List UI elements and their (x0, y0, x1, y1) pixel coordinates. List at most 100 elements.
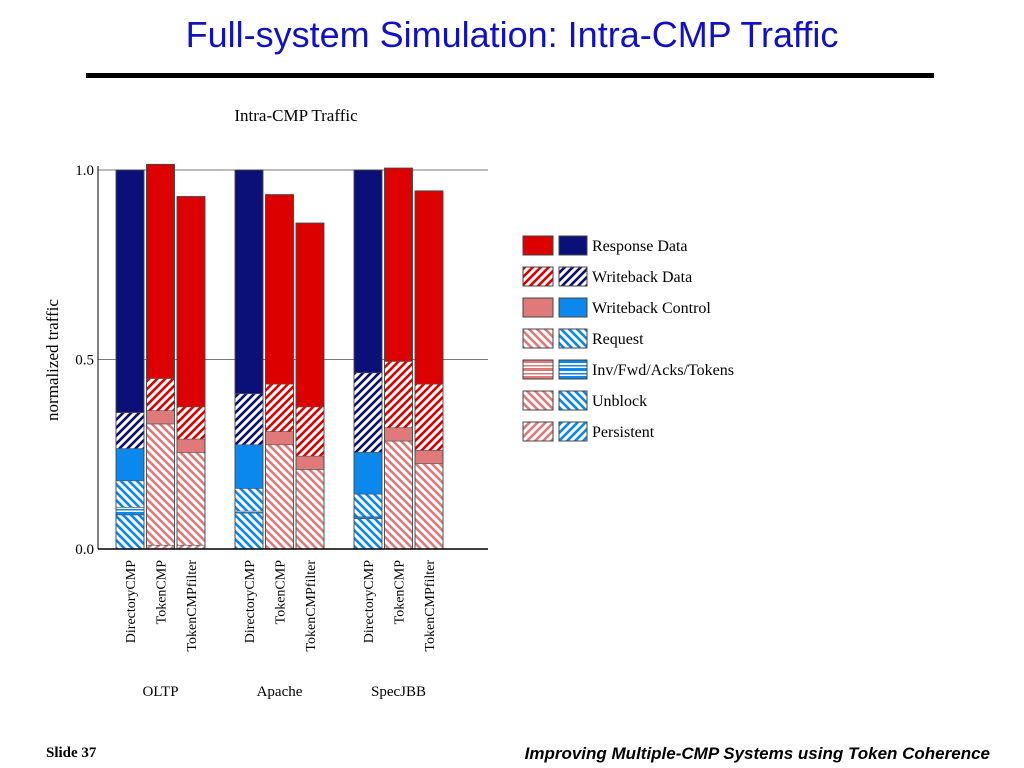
legend-swatch-token (522, 266, 554, 287)
bar-segment-request (234, 512, 264, 550)
legend-swatch-directory (558, 359, 588, 380)
group-label: SpecJBB (371, 684, 426, 700)
bar-segment-request (353, 518, 383, 550)
legend-swatch-token (522, 235, 554, 256)
bar-label: TokenCMP (155, 560, 170, 625)
legend-swatch-directory (558, 421, 588, 442)
bar-segment-writeback-control (265, 431, 294, 446)
legend-item-writeback-control: Writeback Control (522, 297, 711, 318)
bar-segment-response-data (384, 167, 413, 362)
bars (115, 163, 444, 550)
group-label: OLTP (142, 684, 178, 700)
bar-segment-writeback-control (146, 410, 175, 425)
bar-segment-request (414, 463, 444, 550)
bar-segment-request (115, 514, 145, 550)
bar-specjbb-directorycmp (353, 169, 383, 550)
bar-oltp-tokencmpfilter (176, 196, 206, 550)
bar-segment-request (295, 469, 325, 550)
bar-label: TokenCMPfilter (304, 560, 319, 652)
legend: Response Data Writeback Data Writeback Con… (522, 235, 734, 442)
y-tick-label: 0.0 (75, 542, 94, 558)
bar-segment-unblock (234, 488, 264, 512)
bar-segment-request (265, 444, 294, 550)
legend-item-persistent: Persistent (522, 421, 655, 442)
y-tick-label: 1.0 (75, 163, 94, 179)
bar-label: DirectoryCMP (362, 560, 377, 643)
bar-apache-directorycmp (234, 169, 264, 550)
title-rule (86, 73, 934, 78)
slide-title: Full-system Simulation: Intra-CMP Traffi… (185, 14, 839, 55)
legend-item-inv-fwd-acks-tokens: Inv/Fwd/Acks/Tokens (522, 359, 734, 380)
group-label: Apache (257, 684, 303, 700)
legend-swatch-directory (558, 235, 588, 256)
bar-segment-writeback-data (176, 406, 206, 440)
bar-segment-response-data (353, 169, 383, 374)
bar-label: TokenCMP (274, 560, 289, 625)
bar-apache-tokencmpfilter (295, 222, 325, 550)
legend-label: Unblock (592, 393, 647, 410)
chart: Intra-CMP Traffic normalized traffic 0.0… (43, 106, 734, 700)
bar-segment-inv-fwd-acks-tokens (115, 507, 145, 516)
bar-segment-writeback-control (414, 450, 444, 465)
legend-label: Persistent (592, 424, 655, 441)
legend-swatch-token (522, 421, 554, 442)
bar-segment-response-data (146, 164, 175, 379)
y-tick-label: 0.5 (75, 353, 94, 369)
y-axis-label: normalized traffic (43, 299, 62, 421)
legend-item-writeback-data: Writeback Data (522, 266, 692, 287)
legend-label: Writeback Data (592, 269, 692, 286)
legend-swatch-directory (558, 297, 588, 318)
legend-swatch-token (522, 297, 554, 318)
bar-segment-writeback-data (234, 393, 264, 446)
bar-segment-response-data (234, 169, 264, 394)
bar-oltp-tokencmp (146, 163, 175, 550)
bar-segment-writeback-control (115, 448, 145, 482)
bar-segment-writeback-control (295, 455, 325, 470)
bar-segment-response-data (115, 169, 145, 413)
bar-apache-tokencmp (265, 194, 294, 550)
bar-segment-writeback-data (353, 372, 383, 453)
bar-label: TokenCMPfilter (185, 560, 200, 652)
bar-segment-writeback-data (295, 406, 325, 457)
slide-number: Slide 37 (46, 745, 97, 761)
legend-item-unblock: Unblock (522, 390, 647, 411)
legend-item-response-data: Response Data (522, 235, 688, 256)
legend-item-request: Request (522, 328, 644, 349)
bar-segment-writeback-control (353, 452, 383, 495)
legend-swatch-token (522, 359, 554, 380)
legend-swatch-directory (558, 328, 588, 349)
bar-specjbb-tokencmp (384, 167, 413, 550)
bar-segment-response-data (414, 190, 444, 385)
bar-segment-unblock (353, 493, 383, 518)
bar-label: DirectoryCMP (124, 560, 139, 643)
bar-oltp-directorycmp (115, 169, 145, 550)
legend-swatch-directory (558, 390, 588, 411)
bar-label: TokenCMP (393, 560, 408, 625)
bar-segment-writeback-control (176, 438, 206, 453)
bar-segment-unblock (115, 480, 145, 508)
bar-segment-request (146, 423, 175, 546)
bar-specjbb-tokencmpfilter (414, 190, 444, 550)
legend-label: Request (592, 331, 644, 348)
bar-segment-writeback-data (115, 412, 145, 449)
bar-segment-writeback-data (265, 383, 294, 432)
legend-swatch-directory (558, 266, 588, 287)
axis-labels: DirectoryCMP TokenCMP TokenCMPfilter Direct… (124, 560, 438, 700)
legend-label: Writeback Control (592, 300, 711, 317)
bar-label: TokenCMPfilter (423, 560, 438, 652)
bar-segment-response-data (176, 196, 206, 408)
legend-label: Response Data (592, 238, 688, 255)
bar-segment-writeback-data (146, 378, 175, 411)
bar-segment-writeback-control (234, 444, 264, 489)
axes: 0.0 0.5 1.0 (75, 163, 488, 558)
bar-segment-writeback-data (384, 361, 413, 429)
bar-label: DirectoryCMP (243, 560, 258, 643)
bar-segment-writeback-data (414, 383, 444, 451)
bar-segment-writeback-control (384, 427, 413, 442)
legend-swatch-token (522, 328, 554, 349)
bar-segment-request (384, 440, 413, 550)
legend-label: Inv/Fwd/Acks/Tokens (592, 362, 734, 379)
bar-segment-response-data (295, 222, 325, 408)
chart-title: Intra-CMP Traffic (234, 106, 358, 125)
footer-text: Improving Multiple-CMP Systems using Tok… (524, 744, 990, 763)
